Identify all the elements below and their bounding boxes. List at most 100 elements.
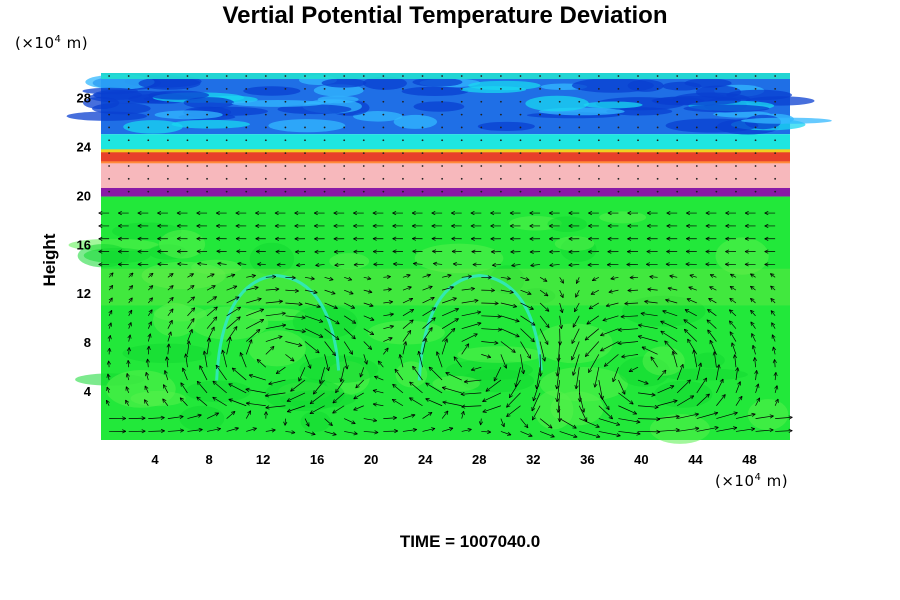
vector-dot [245, 126, 248, 129]
wind-arrow-head [472, 262, 477, 265]
wind-arrow-head [387, 287, 392, 290]
vector-dot [480, 75, 483, 77]
vector-dot [421, 190, 424, 193]
wind-arrow-head [157, 211, 162, 214]
wind-arrow-head [141, 429, 146, 432]
wind-arrow-head [688, 379, 691, 384]
green-mottle-patch [654, 380, 713, 408]
wind-arrow [167, 343, 170, 355]
wind-arrow-head [788, 430, 793, 433]
wind-arrow-head [651, 394, 656, 397]
wind-arrow-head [660, 320, 664, 325]
vector-dot [617, 152, 620, 155]
wind-arrow-head [177, 249, 181, 252]
wind-arrow-head [334, 262, 339, 266]
vector-dot [754, 152, 757, 155]
wind-arrow-head [290, 387, 293, 392]
wind-arrow-head [576, 280, 580, 284]
wind-arrow-head [575, 385, 579, 390]
vector-dot [637, 75, 639, 77]
wind-arrow [412, 365, 423, 381]
vector-dot [460, 177, 463, 180]
wind-arrow [353, 392, 364, 400]
wind-arrow-head [253, 427, 257, 432]
wind-arrow-head [640, 313, 645, 316]
vector-dot [127, 152, 130, 155]
wind-arrow-head [470, 225, 475, 228]
vector-dot [617, 139, 620, 142]
wind-arrow-head [428, 366, 433, 369]
wind-arrow-head [529, 211, 534, 214]
wind-arrow [735, 428, 755, 432]
x-tick-label: 16 [310, 452, 324, 467]
vector-dot [480, 190, 483, 193]
wind-arrow-head [176, 238, 181, 241]
vector-dot [617, 75, 620, 77]
vector-dot [637, 165, 639, 167]
wind-arrow-head [688, 286, 692, 291]
vector-dot [656, 177, 659, 180]
wind-arrow-head [281, 311, 286, 314]
wind-arrow [285, 341, 303, 347]
blue-mottle-patch [171, 119, 250, 129]
wind-arrow-head [137, 262, 142, 265]
vector-dot [460, 165, 463, 167]
wind-arrow-head [449, 285, 454, 288]
wind-arrow [751, 333, 756, 342]
wind-arrow-head [228, 399, 232, 403]
vector-dot [774, 139, 777, 142]
blue-mottle-patch [353, 111, 403, 122]
wind-arrow [344, 302, 355, 309]
wind-arrow-head [309, 400, 313, 405]
wind-arrow-head [617, 327, 622, 331]
wind-arrow-head [149, 272, 154, 275]
blue-mottle-patch [82, 96, 120, 110]
wind-arrow [612, 367, 619, 382]
wind-arrow [693, 349, 698, 368]
wind-arrow-head [530, 306, 534, 310]
vector-dot [480, 88, 483, 90]
vector-dot [402, 126, 404, 129]
wind-arrow [716, 378, 724, 394]
wind-arrow-head [216, 250, 221, 254]
wind-arrow-head [410, 298, 414, 302]
wind-arrow [442, 387, 462, 394]
wind-arrow-head [196, 396, 199, 401]
wind-arrow-head [705, 393, 710, 396]
vector-dot [362, 113, 365, 116]
wind-arrow-head [764, 262, 769, 265]
vector-dot [206, 113, 208, 116]
wind-arrow-head [617, 329, 622, 332]
wind-arrow-head [167, 331, 172, 335]
wind-arrow-head [477, 322, 482, 326]
wind-arrow [644, 301, 658, 304]
wind-arrow-head [729, 320, 734, 323]
wind-arrow-head [646, 225, 651, 228]
wind-arrow [729, 309, 737, 317]
wind-arrow-head [235, 236, 240, 239]
vector-dot [460, 75, 463, 77]
vector-dot [480, 100, 483, 103]
wind-arrow [363, 431, 379, 433]
wind-arrow [413, 263, 423, 265]
wind-arrow [770, 298, 776, 304]
wind-arrow-head [282, 324, 287, 328]
wind-arrow [729, 331, 737, 342]
vector-dot [245, 190, 248, 193]
wind-arrow-head [333, 236, 338, 240]
wind-arrow-head [275, 238, 279, 241]
vector-dot [754, 126, 757, 129]
wind-arrow [520, 315, 536, 326]
wind-arrow [383, 288, 392, 291]
wind-arrow-head [351, 337, 356, 340]
vector-dot [362, 139, 365, 142]
wind-arrow-head [656, 431, 661, 434]
wind-arrow-head [367, 347, 372, 350]
wind-arrow-head [490, 236, 495, 240]
wind-arrow [285, 276, 296, 279]
wind-arrow-head [118, 238, 122, 241]
wind-arrow-head [418, 350, 422, 355]
wind-arrow-head [638, 324, 642, 328]
vector-dot [695, 152, 698, 155]
wind-arrow-head [770, 297, 775, 301]
